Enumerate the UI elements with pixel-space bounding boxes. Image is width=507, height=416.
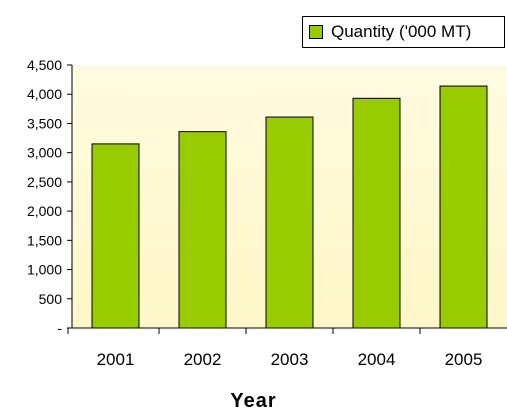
x-tick-label-2002: 2002 — [184, 350, 222, 369]
y-tick-label: 4,000 — [27, 86, 62, 102]
x-axis-title: Year — [230, 390, 277, 412]
y-tick-label: 1,000 — [27, 262, 62, 278]
legend: Quantity ('000 MT) — [302, 16, 505, 48]
y-tick-label: 2,500 — [27, 174, 62, 190]
bar-2004 — [352, 97, 401, 329]
bar-2001 — [91, 143, 140, 329]
y-tick-label: 4,500 — [27, 57, 62, 73]
legend-swatch — [309, 25, 323, 39]
y-tick-label: 500 — [39, 291, 63, 307]
legend-label: Quantity ('000 MT) — [331, 22, 472, 41]
y-tick-label: - — [57, 320, 62, 336]
bar-2002 — [178, 131, 227, 329]
y-tick-label: 3,000 — [27, 145, 62, 161]
x-tick-label-2001: 2001 — [97, 350, 135, 369]
bar-2003 — [265, 116, 314, 329]
y-tick-label: 2,000 — [27, 203, 62, 219]
y-tick-label: 1,500 — [27, 232, 62, 248]
x-tick-label-2003: 2003 — [271, 350, 309, 369]
x-tick-label-2004: 2004 — [358, 350, 396, 369]
x-tick-label-2005: 2005 — [445, 350, 483, 369]
bar-2005 — [439, 85, 488, 329]
y-tick-label: 3,500 — [27, 115, 62, 131]
